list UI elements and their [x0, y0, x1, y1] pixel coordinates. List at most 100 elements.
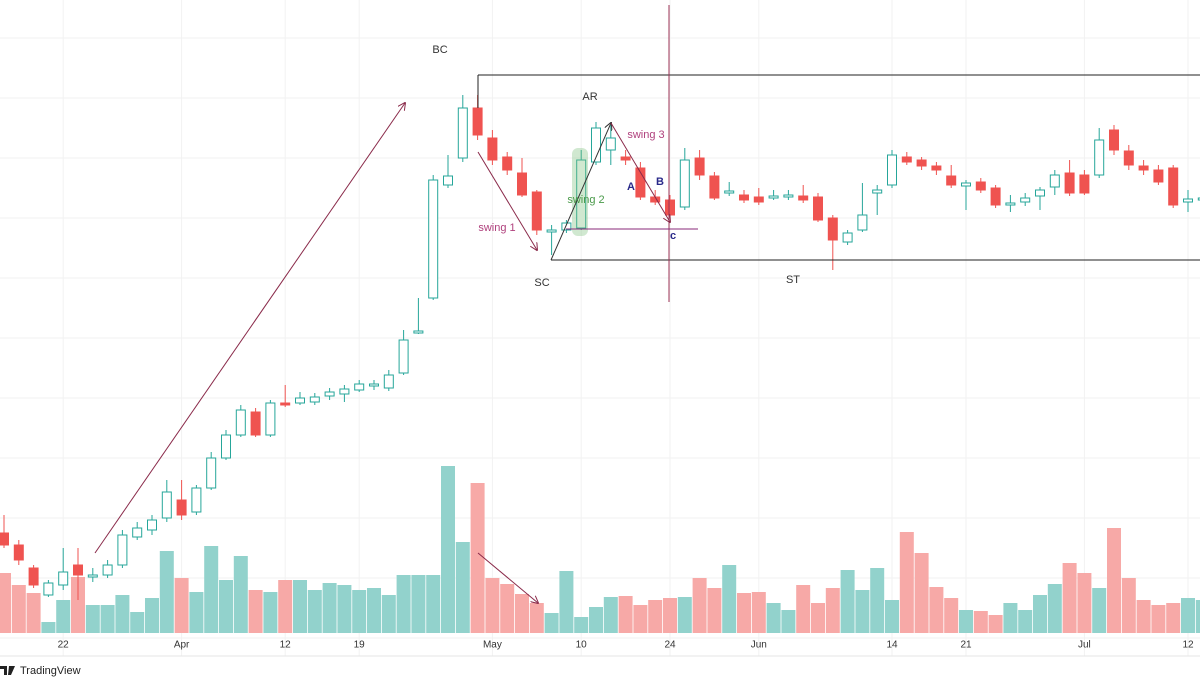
volume-bar [1181, 598, 1195, 633]
swing-arrow [477, 151, 537, 250]
candle-body [413, 330, 424, 334]
annotation: B [656, 176, 664, 188]
candle-body [620, 156, 631, 161]
candle-body [43, 582, 54, 596]
annotation: swing 2 [567, 194, 604, 206]
highlight [572, 148, 588, 236]
candle-body [517, 172, 527, 196]
volume-bar [367, 588, 381, 633]
candle-body [1049, 174, 1060, 188]
volume-bar [885, 600, 899, 633]
candle-body [635, 167, 646, 198]
volume-bar [929, 587, 944, 633]
volume-bar [1033, 595, 1047, 633]
volume-bar [663, 598, 677, 633]
volume-bar [100, 605, 115, 633]
volume-bar [515, 594, 529, 633]
volume-bar [1018, 610, 1033, 633]
candle-body [605, 137, 616, 151]
candle-body [739, 194, 749, 201]
volume-bar [870, 568, 885, 633]
volume-bar [914, 553, 929, 633]
volume-bar [41, 622, 56, 633]
candle-body [369, 383, 379, 387]
volume-bar [722, 565, 737, 633]
volume-bar [248, 590, 263, 633]
trend-arrow [94, 103, 405, 554]
annotation: AR [582, 91, 597, 103]
x-tick-label: 19 [354, 640, 366, 651]
volume-bar [1166, 603, 1181, 633]
volume-bar [1195, 600, 1200, 633]
candle-body [842, 232, 853, 243]
volume-bar [1136, 600, 1151, 633]
volume-bar [751, 592, 766, 633]
volume-bar [263, 592, 278, 633]
volume-bar [337, 585, 352, 633]
candle-body [206, 457, 217, 489]
candle-body [428, 179, 439, 299]
annotation: SC [534, 277, 549, 289]
candle-body [1109, 129, 1119, 151]
volume-bar [0, 573, 11, 633]
volume-bar [855, 590, 870, 633]
candle-body [191, 487, 202, 513]
candle-body [147, 519, 157, 531]
volume-bar [233, 556, 248, 633]
volume-bar [219, 580, 233, 633]
x-tick-label: 12 [1182, 640, 1194, 651]
candle-body [176, 499, 187, 516]
volume-bar [455, 542, 470, 633]
x-tick-label: 10 [576, 640, 588, 651]
volume-bar [441, 466, 455, 633]
candle-body [768, 195, 779, 199]
candle-body [679, 159, 690, 208]
volume-bar [381, 595, 396, 633]
volume-bar [899, 532, 914, 633]
annotation: BC [432, 44, 447, 56]
candle-body [798, 195, 809, 201]
volume-bar [1077, 573, 1092, 633]
volume-bar [781, 610, 796, 633]
candle-body [872, 189, 883, 194]
volume-bar [677, 597, 692, 633]
volume-bar [26, 593, 41, 633]
volume-bar [174, 578, 189, 633]
candle-body [724, 190, 735, 194]
candle-body [946, 175, 957, 186]
candle-body [443, 175, 453, 186]
annotation: swing 3 [627, 129, 664, 141]
volume-bar [944, 598, 959, 633]
volume-bar [796, 585, 811, 633]
candle-body [857, 214, 868, 231]
candle-body [1197, 197, 1200, 201]
x-tick-label: Apr [174, 640, 190, 651]
candle-body [783, 194, 794, 198]
volume-bar [544, 613, 559, 633]
candle-body [1035, 189, 1045, 197]
candle-body [1094, 139, 1105, 176]
candle-body [324, 391, 335, 397]
candle-body [383, 374, 394, 389]
volume-arrow [477, 552, 538, 603]
volume-bar [1062, 563, 1077, 633]
x-tick-label: 21 [960, 640, 972, 651]
candle-body [502, 156, 513, 171]
volume-bar [633, 605, 648, 633]
volume-bar [574, 617, 589, 633]
volume-bar [559, 571, 574, 633]
volume-bar [603, 597, 618, 633]
volume-bar [426, 575, 441, 633]
candle-layer [0, 95, 1200, 600]
volume-bar [589, 607, 603, 633]
volume-bar [85, 605, 100, 633]
candle-body [250, 411, 261, 436]
candle-body [87, 574, 98, 578]
candle-body [576, 159, 587, 229]
candle-body [28, 567, 39, 586]
candle-body [694, 157, 705, 176]
volume-bar [840, 570, 855, 633]
volume-bar [1092, 588, 1107, 633]
candle-body [161, 491, 172, 519]
